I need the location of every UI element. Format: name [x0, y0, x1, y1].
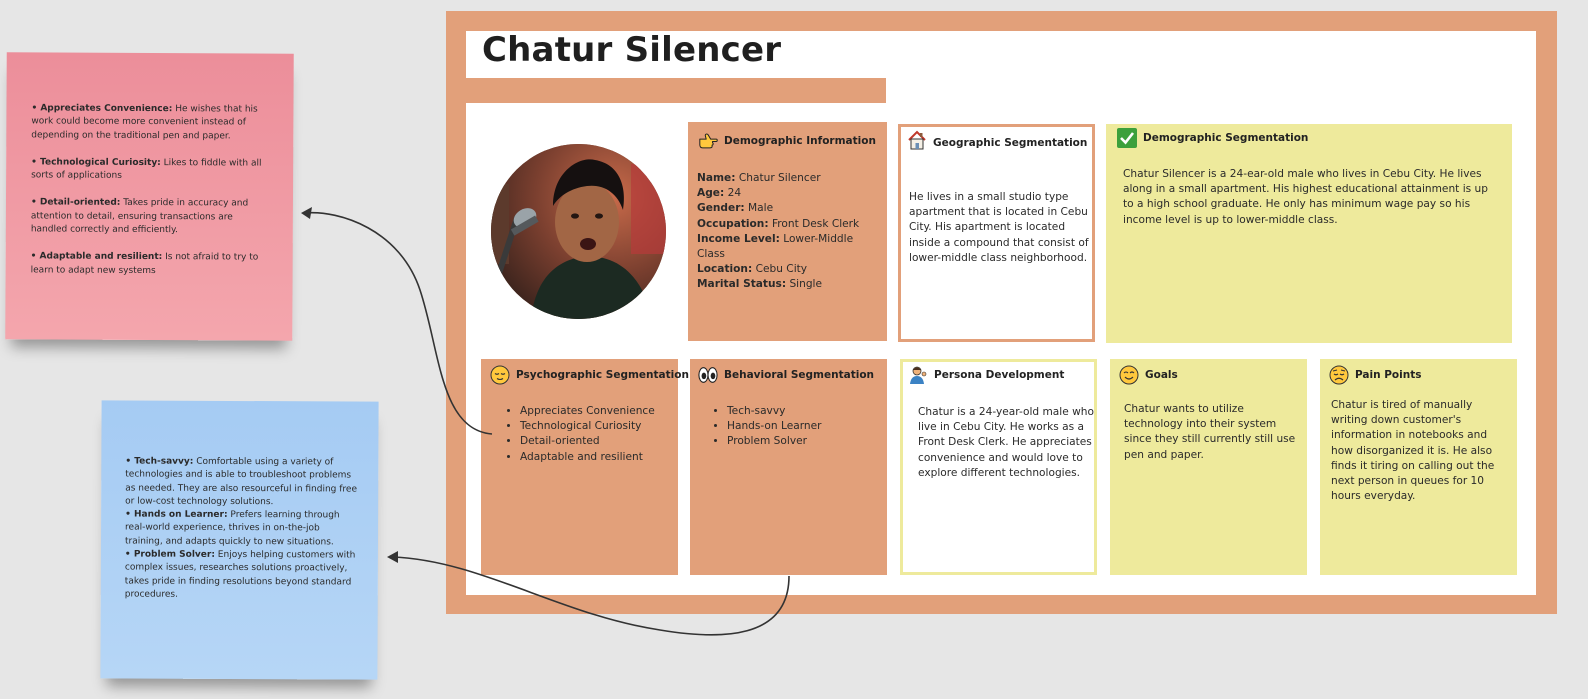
info-value: Male — [744, 202, 774, 215]
info-label: Location: — [697, 263, 753, 276]
arrowhead — [387, 551, 398, 563]
card-header: Geographic Segmentation — [907, 130, 1087, 150]
info-row-income: Income Level: Lower-Middle Class — [697, 232, 882, 262]
psychographic-list: Appreciates Convenience Technological Cu… — [507, 404, 675, 465]
title-bar — [466, 31, 1536, 78]
card-title: Pain Points — [1355, 369, 1422, 381]
pain-points-text: Chatur is tired of manually writing down… — [1331, 399, 1495, 503]
sticky-item: • Hands on Learner: Prefers learning thr… — [125, 509, 357, 550]
list-item: Tech-savvy — [727, 404, 882, 419]
card-header: Behavioral Segmentation — [698, 365, 874, 385]
sticky-item-term: • Tech-savvy: — [125, 456, 194, 467]
check-box-icon — [1117, 128, 1137, 148]
title-underline-strip — [466, 78, 885, 103]
card-title: Demographic Information — [724, 135, 876, 147]
info-label: Age: — [697, 187, 725, 200]
behavioral-segmentation-card[interactable]: Behavioral Segmentation Tech-savvy Hands… — [690, 359, 887, 575]
smiling-face-icon — [1119, 365, 1139, 385]
person-icon — [908, 365, 928, 385]
info-value: Cebu City — [752, 263, 808, 276]
sticky-item-term: • Technological Curiosity: — [31, 157, 161, 168]
info-value: 24 — [724, 187, 742, 200]
sticky-item-term: • Detail-oriented: — [30, 197, 121, 209]
card-title: Behavioral Segmentation — [724, 369, 875, 381]
list-item: Technological Curiosity — [520, 419, 675, 434]
info-row-gender: Gender: Male — [697, 201, 882, 216]
info-value: Chatur Silencer — [735, 172, 821, 184]
title-bar-extension — [886, 78, 1536, 103]
sticky-note-text: • Tech-savvy: Comfortable using a variet… — [125, 456, 358, 603]
info-row-location: Location: Cebu City — [697, 262, 882, 277]
goals-card[interactable]: Goals Chatur wants to utilize technology… — [1110, 359, 1307, 575]
list-item: Detail-oriented — [520, 434, 675, 449]
info-label: Gender: — [697, 202, 745, 215]
info-label: Name: — [697, 172, 736, 184]
info-row-name: Name: Chatur Silencer — [697, 171, 882, 186]
card-title: Demographic Segmentation — [1143, 132, 1309, 144]
list-item: Problem Solver — [727, 434, 882, 449]
card-title: Psychographic Segmentation: — [516, 369, 694, 381]
sticky-item: • Problem Solver: Enjoys helping custome… — [125, 549, 357, 603]
sticky-item-term: • Hands on Learner: — [125, 509, 228, 521]
card-header: Demographic Segmentation — [1117, 128, 1308, 148]
psychographic-segmentation-card[interactable]: Psychographic Segmentation: Appreciates … — [481, 359, 693, 575]
card-title: Persona Development — [934, 369, 1065, 381]
info-label: Income Level: — [697, 232, 780, 245]
pain-points-card[interactable]: Pain Points Chatur is tired of manually … — [1320, 359, 1517, 575]
sticky-note-psychographic-details[interactable]: • Appreciates Convenience: He wishes tha… — [5, 52, 294, 341]
geographic-segmentation-card[interactable]: Geographic Segmentation He lives in a sm… — [898, 124, 1095, 342]
eyes-icon — [698, 365, 718, 385]
goals-text: Chatur wants to utilize technology into … — [1124, 403, 1296, 461]
list-item: Appreciates Convenience — [520, 404, 675, 419]
persona-development-card[interactable]: Persona Development Chatur is a 24-year-… — [900, 359, 1097, 575]
demographic-information-card[interactable]: Demographic Information Name: Chatur Sil… — [688, 122, 887, 341]
pointing-hand-icon — [698, 131, 718, 151]
list-item: Adaptable and resilient — [520, 450, 675, 465]
info-row-age: Age: 24 — [697, 186, 882, 201]
sticky-item: • Adaptable and resilient: Is not afraid… — [31, 251, 271, 279]
card-header: Persona Development — [908, 365, 1064, 385]
sticky-item-term: • Adaptable and resilient: — [30, 251, 163, 263]
behavioral-list: Tech-savvy Hands-on Learner Problem Solv… — [714, 404, 882, 450]
card-title: Goals — [1145, 369, 1178, 381]
info-label: Occupation: — [697, 217, 769, 230]
worried-face-icon — [1329, 365, 1349, 385]
relieved-face-icon — [490, 365, 510, 385]
sticky-item: • Technological Curiosity: Likes to fidd… — [31, 156, 271, 184]
demographic-segmentation-card[interactable]: Demographic Segmentation Chatur Silencer… — [1106, 124, 1512, 343]
info-value: Single — [786, 278, 823, 291]
info-row-marital-status: Marital Status: Single — [697, 277, 882, 292]
card-title: Geographic Segmentation — [933, 137, 1088, 149]
list-item: Hands-on Learner — [727, 419, 882, 434]
sticky-item: • Detail-oriented: Takes pride in accura… — [31, 197, 271, 238]
avatar[interactable] — [491, 144, 666, 319]
info-value: Lower-Middle Class — [697, 232, 854, 261]
card-header: Demographic Information — [698, 131, 876, 151]
demographic-info-list: Name: Chatur Silencer Age: 24 Gender: Ma… — [697, 171, 882, 293]
page-title[interactable]: Chatur Silencer — [482, 30, 782, 70]
geographic-text: He lives in a small studio type apartmen… — [909, 191, 1089, 264]
sticky-item-term: • Appreciates Convenience: — [31, 103, 173, 115]
info-value: Front Desk Clerk — [768, 217, 860, 230]
sticky-note-text: • Appreciates Convenience: He wishes tha… — [31, 102, 272, 292]
info-label: Marital Status: — [697, 278, 787, 291]
card-header: Pain Points — [1329, 365, 1421, 385]
sticky-item-term: • Problem Solver: — [124, 549, 215, 560]
info-row-occupation: Occupation: Front Desk Clerk — [697, 217, 882, 232]
persona-development-text: Chatur is a 24-year-old male who live in… — [918, 406, 1094, 479]
demographic-segmentation-text: Chatur Silencer is a 24-ear-old male who… — [1123, 168, 1488, 226]
sticky-note-behavioral-details[interactable]: • Tech-savvy: Comfortable using a variet… — [100, 400, 379, 680]
sticky-item: • Tech-savvy: Comfortable using a variet… — [125, 456, 357, 510]
sticky-item: • Appreciates Convenience: He wishes tha… — [31, 102, 271, 143]
card-header: Psychographic Segmentation: — [490, 365, 693, 385]
avatar-photo — [491, 144, 666, 319]
house-icon — [907, 130, 927, 150]
card-header: Goals — [1119, 365, 1178, 385]
arrowhead — [301, 207, 312, 219]
